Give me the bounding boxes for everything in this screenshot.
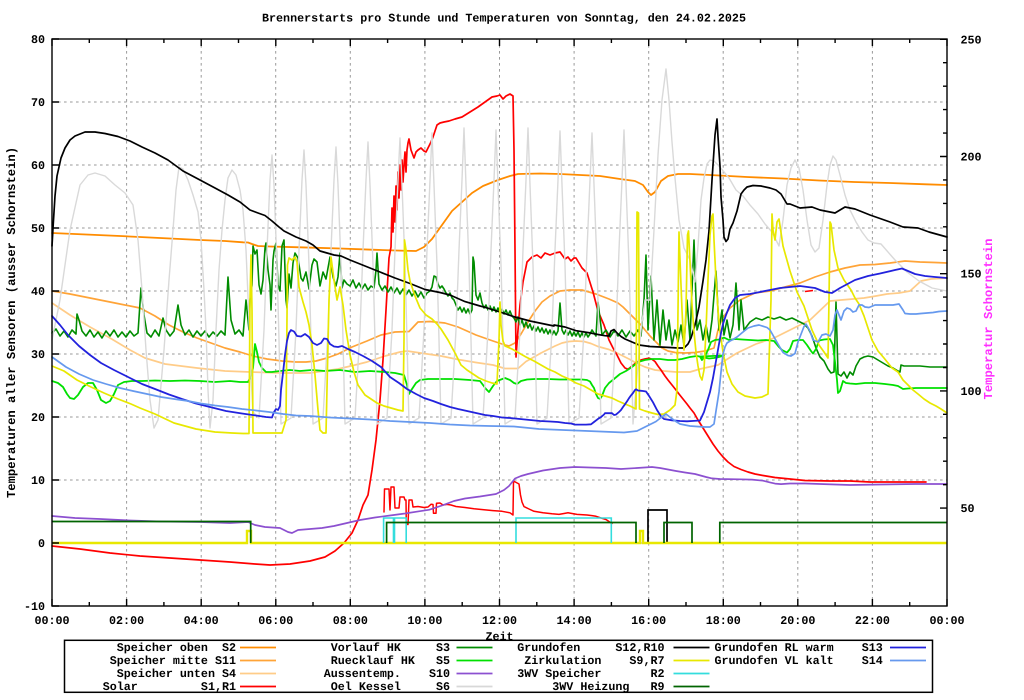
svg-text:Oel Kessel S6: Oel Kessel S6 — [331, 680, 450, 694]
svg-text:50: 50 — [961, 502, 975, 516]
svg-text:70: 70 — [31, 96, 45, 110]
svg-text:-10: -10 — [24, 600, 45, 614]
svg-text:Speicher mitte S11: Speicher mitte S11 — [110, 654, 236, 668]
svg-text:3WV Heizung R9: 3WV Heizung R9 — [552, 680, 664, 694]
svg-text:Ruecklauf HK S5: Ruecklauf HK S5 — [331, 654, 450, 668]
svg-text:150: 150 — [961, 268, 982, 282]
svg-text:30: 30 — [31, 348, 45, 362]
svg-text:Solar S1,R1: Solar S1,R1 — [103, 680, 236, 694]
svg-text:22:00: 22:00 — [855, 614, 890, 628]
svg-text:10: 10 — [31, 474, 45, 488]
svg-text:80: 80 — [31, 33, 45, 47]
svg-text:16:00: 16:00 — [631, 614, 666, 628]
svg-text:3WV Speicher R2: 3WV Speicher R2 — [517, 667, 664, 681]
svg-text:Zirkulation S9,R7: Zirkulation S9,R7 — [524, 654, 664, 668]
svg-text:40: 40 — [31, 285, 45, 299]
svg-text:50: 50 — [31, 222, 45, 236]
svg-text:Vorlauf HK S3: Vorlauf HK S3 — [331, 641, 450, 655]
svg-text:Aussentemp. S10: Aussentemp. S10 — [324, 667, 450, 681]
svg-text:20:00: 20:00 — [780, 614, 815, 628]
svg-text:250: 250 — [961, 33, 982, 47]
svg-text:00:00: 00:00 — [929, 614, 964, 628]
svg-text:Grundofen RL warm S13: Grundofen RL warm S13 — [714, 641, 882, 655]
svg-text:Brennerstarts pro Stunde und T: Brennerstarts pro Stunde und Temperature… — [262, 12, 746, 26]
svg-text:0: 0 — [38, 537, 45, 551]
svg-text:06:00: 06:00 — [258, 614, 293, 628]
svg-text:Temperatur Schornstein: Temperatur Schornstein — [982, 239, 996, 400]
svg-text:12:00: 12:00 — [482, 614, 517, 628]
svg-text:18:00: 18:00 — [706, 614, 741, 628]
svg-text:00:00: 00:00 — [34, 614, 69, 628]
svg-text:Grundofen S12,R10: Grundofen S12,R10 — [517, 641, 664, 655]
svg-text:02:00: 02:00 — [109, 614, 144, 628]
svg-text:Zeit: Zeit — [485, 630, 513, 644]
svg-text:08:00: 08:00 — [333, 614, 368, 628]
svg-text:Temperaturen aller Sensoren (a: Temperaturen aller Sensoren (ausser Scho… — [5, 147, 19, 498]
svg-text:10:00: 10:00 — [407, 614, 442, 628]
svg-text:100: 100 — [961, 385, 982, 399]
svg-text:14:00: 14:00 — [557, 614, 592, 628]
svg-text:200: 200 — [961, 151, 982, 165]
svg-text:04:00: 04:00 — [184, 614, 219, 628]
svg-text:Speicher unten S4: Speicher unten S4 — [117, 667, 236, 681]
svg-text:60: 60 — [31, 159, 45, 173]
svg-text:20: 20 — [31, 411, 45, 425]
svg-text:Speicher oben S2: Speicher oben S2 — [117, 641, 236, 655]
svg-text:Grundofen VL kalt S14: Grundofen VL kalt S14 — [714, 654, 882, 668]
